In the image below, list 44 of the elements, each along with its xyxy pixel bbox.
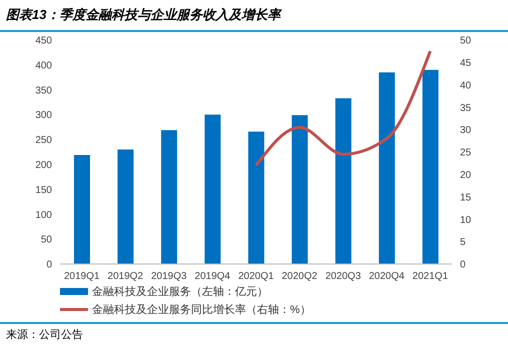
y2-tick-label: 40 [460, 80, 472, 92]
y-tick-label: 300 [35, 110, 52, 122]
y2-tick-label: 35 [460, 102, 472, 114]
y-tick-label: 50 [40, 234, 52, 246]
y2-tick-label: 15 [460, 192, 472, 204]
y2-tick-label: 10 [460, 214, 472, 226]
x-tick-label: 2020Q1 [238, 271, 274, 282]
y2-tick-label: 50 [460, 36, 472, 47]
y2-tick-label: 5 [460, 237, 466, 248]
y2-tick-label: 0 [460, 260, 466, 271]
source-note: 来源：公司公告 [6, 328, 84, 342]
x-tick-label: 2019Q1 [64, 271, 100, 282]
x-tick-label: 2019Q3 [151, 271, 188, 282]
x-tick-label: 2020Q4 [368, 271, 405, 282]
bar [248, 132, 264, 264]
bar [118, 150, 134, 264]
y2-tick-label: 45 [460, 58, 472, 69]
legend-label: 金融科技及企业服务同比增长率（右轴：%） [92, 302, 311, 316]
chart-title: 图表13：季度金融科技与企业服务收入及增长率 [0, 0, 508, 32]
y-tick-label: 400 [35, 60, 52, 72]
line-series [254, 50, 432, 167]
y-tick-label: 150 [35, 184, 52, 196]
x-tick-label: 2019Q2 [108, 271, 144, 282]
x-tick-label: 2020Q2 [282, 271, 318, 282]
y2-tick-label: 25 [460, 148, 472, 159]
y-tick-label: 0 [46, 260, 52, 271]
x-tick-label: 2019Q4 [194, 271, 231, 282]
legend-label: 金融科技及企业服务（左轴：亿元） [92, 284, 268, 298]
bar [292, 115, 308, 264]
bar [161, 130, 178, 264]
bar [422, 70, 438, 264]
x-tick-label: 2020Q3 [325, 271, 362, 282]
x-tick-label: 2021Q1 [412, 271, 448, 282]
y-tick-label: 450 [35, 36, 52, 47]
bar [378, 72, 395, 264]
y2-tick-label: 30 [460, 125, 472, 136]
bar [204, 114, 221, 264]
y-tick-label: 200 [35, 160, 52, 171]
y-tick-label: 350 [35, 85, 52, 96]
y-tick-label: 250 [35, 135, 52, 146]
bar [74, 154, 90, 264]
y2-tick-label: 20 [460, 170, 472, 181]
bar [335, 98, 352, 264]
y-tick-label: 100 [35, 210, 52, 221]
